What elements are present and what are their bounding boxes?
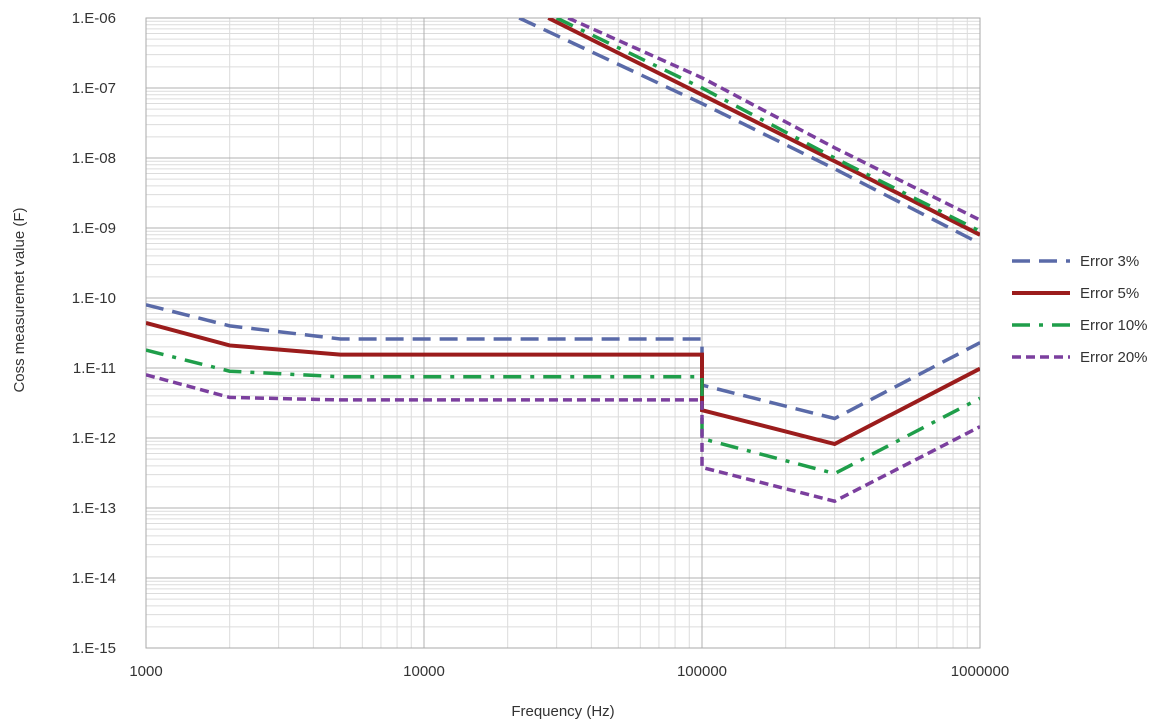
series-line-3-segment-2	[555, 18, 980, 233]
y-tick-label: 1.E-15	[72, 640, 116, 657]
legend-label-1: Error 3%	[1080, 253, 1139, 270]
y-tick-label: 1.E-09	[72, 220, 116, 237]
x-tick-label: 100000	[677, 663, 727, 680]
series-line-4-segment-1	[146, 373, 980, 504]
y-tick-label: 1.E-06	[72, 10, 116, 27]
y-tick-label: 1.E-14	[72, 570, 116, 587]
grid-lines	[145, 17, 981, 649]
series-line-4-segment-2	[567, 18, 980, 222]
series-line-1-segment-1	[146, 303, 980, 421]
x-axis-ticks: 1000 10000 100000 1000000	[129, 663, 1009, 680]
legend-label-4: Error 20%	[1080, 349, 1148, 366]
series-line-2-segment-1	[146, 321, 980, 447]
y-tick-label: 1.E-12	[72, 430, 116, 447]
series-line-1-segment-2	[518, 18, 980, 246]
series-lines	[146, 18, 980, 504]
x-axis-title: Frequency (Hz)	[511, 703, 614, 720]
legend: Error 3% Error 5% Error 10% Error 20%	[1012, 253, 1148, 366]
x-tick-label: 1000000	[951, 663, 1009, 680]
x-tick-label: 1000	[129, 663, 162, 680]
legend-label-2: Error 5%	[1080, 285, 1139, 302]
y-tick-label: 1.E-10	[72, 290, 116, 307]
y-tick-label: 1.E-07	[72, 80, 116, 97]
legend-label-3: Error 10%	[1080, 317, 1148, 334]
series-line-3-segment-1	[146, 348, 980, 476]
plot-area-frame	[145, 17, 981, 649]
y-axis-title: Coss measuremet value (F)	[11, 207, 28, 392]
x-tick-label: 10000	[403, 663, 445, 680]
y-tick-label: 1.E-11	[73, 360, 116, 377]
y-axis-ticks: 1.E-06 1.E-07 1.E-08 1.E-09 1.E-10 1.E-11 1.E-…	[72, 10, 116, 657]
y-tick-label: 1.E-13	[72, 500, 116, 517]
series-line-2-segment-2	[547, 18, 980, 237]
y-tick-label: 1.E-08	[72, 150, 116, 167]
